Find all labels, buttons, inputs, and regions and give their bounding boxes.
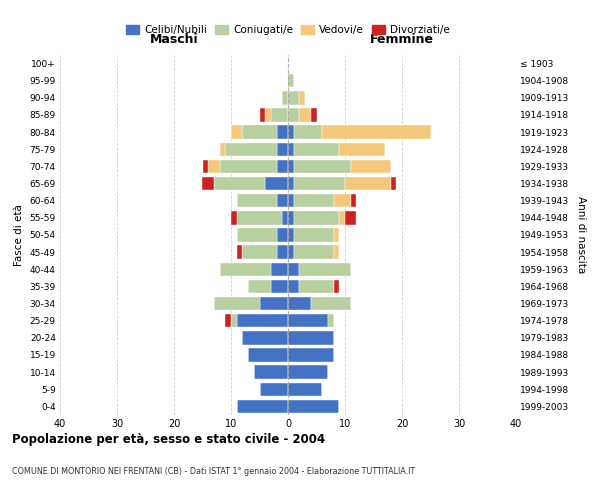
Bar [220,160,277,173]
Text: Popolazione per età, sesso e stato civile - 2004: Popolazione per età, sesso e stato civil… [12,432,325,446]
Bar [334,280,340,293]
Text: Femmine: Femmine [370,33,434,46]
Bar [271,108,288,122]
Bar [237,246,242,259]
Bar [277,142,288,156]
Bar [242,331,288,344]
Bar [299,91,305,104]
Bar [299,280,334,293]
Bar [294,211,340,224]
Bar [248,348,288,362]
Bar [226,314,231,328]
Bar [260,297,288,310]
Bar [208,160,220,173]
Bar [294,177,345,190]
Bar [288,331,334,344]
Bar [288,348,334,362]
Bar [334,228,340,241]
Bar [226,142,277,156]
Bar [236,314,288,328]
Bar [340,211,345,224]
Bar [294,160,350,173]
Bar [248,280,271,293]
Bar [236,400,288,413]
Bar [299,108,311,122]
Bar [288,160,294,173]
Bar [345,211,356,224]
Bar [214,177,265,190]
Bar [288,126,294,139]
Bar [391,177,397,190]
Bar [328,314,334,328]
Bar [271,262,288,276]
Legend: Celibi/Nubili, Coniugati/e, Vedovi/e, Divorziati/e: Celibi/Nubili, Coniugati/e, Vedovi/e, Di… [122,20,454,39]
Bar [283,211,288,224]
Bar [294,126,322,139]
Bar [322,126,431,139]
Bar [265,108,271,122]
Bar [288,280,299,293]
Bar [254,366,288,379]
Bar [231,211,236,224]
Bar [340,142,385,156]
Bar [202,177,214,190]
Bar [237,228,277,241]
Bar [294,194,334,207]
Bar [271,280,288,293]
Bar [294,228,334,241]
Bar [288,246,294,259]
Bar [288,74,294,88]
Y-axis label: Anni di nascita: Anni di nascita [576,196,586,274]
Bar [231,314,236,328]
Bar [350,194,356,207]
Bar [299,262,350,276]
Bar [265,177,288,190]
Bar [288,91,299,104]
Bar [288,108,299,122]
Bar [294,246,334,259]
Bar [288,314,328,328]
Bar [260,382,288,396]
Bar [242,246,277,259]
Bar [334,246,340,259]
Bar [288,400,340,413]
Bar [288,142,294,156]
Bar [288,366,328,379]
Text: Maschi: Maschi [149,33,199,46]
Bar [214,297,260,310]
Bar [294,142,340,156]
Bar [311,297,350,310]
Bar [220,262,271,276]
Bar [277,126,288,139]
Bar [350,160,391,173]
Bar [288,382,322,396]
Bar [260,108,265,122]
Bar [237,194,277,207]
Bar [288,297,311,310]
Bar [288,262,299,276]
Bar [277,228,288,241]
Bar [231,126,242,139]
Bar [288,194,294,207]
Bar [277,194,288,207]
Bar [288,177,294,190]
Bar [237,211,283,224]
Y-axis label: Fasce di età: Fasce di età [14,204,24,266]
Bar [334,194,351,207]
Bar [220,142,226,156]
Bar [277,160,288,173]
Bar [242,126,277,139]
Bar [288,228,294,241]
Text: COMUNE DI MONTORIO NEI FRENTANI (CB) - Dati ISTAT 1° gennaio 2004 - Elaborazione: COMUNE DI MONTORIO NEI FRENTANI (CB) - D… [12,468,415,476]
Bar [311,108,317,122]
Bar [203,160,208,173]
Bar [288,211,294,224]
Bar [277,246,288,259]
Bar [345,177,391,190]
Bar [283,91,288,104]
